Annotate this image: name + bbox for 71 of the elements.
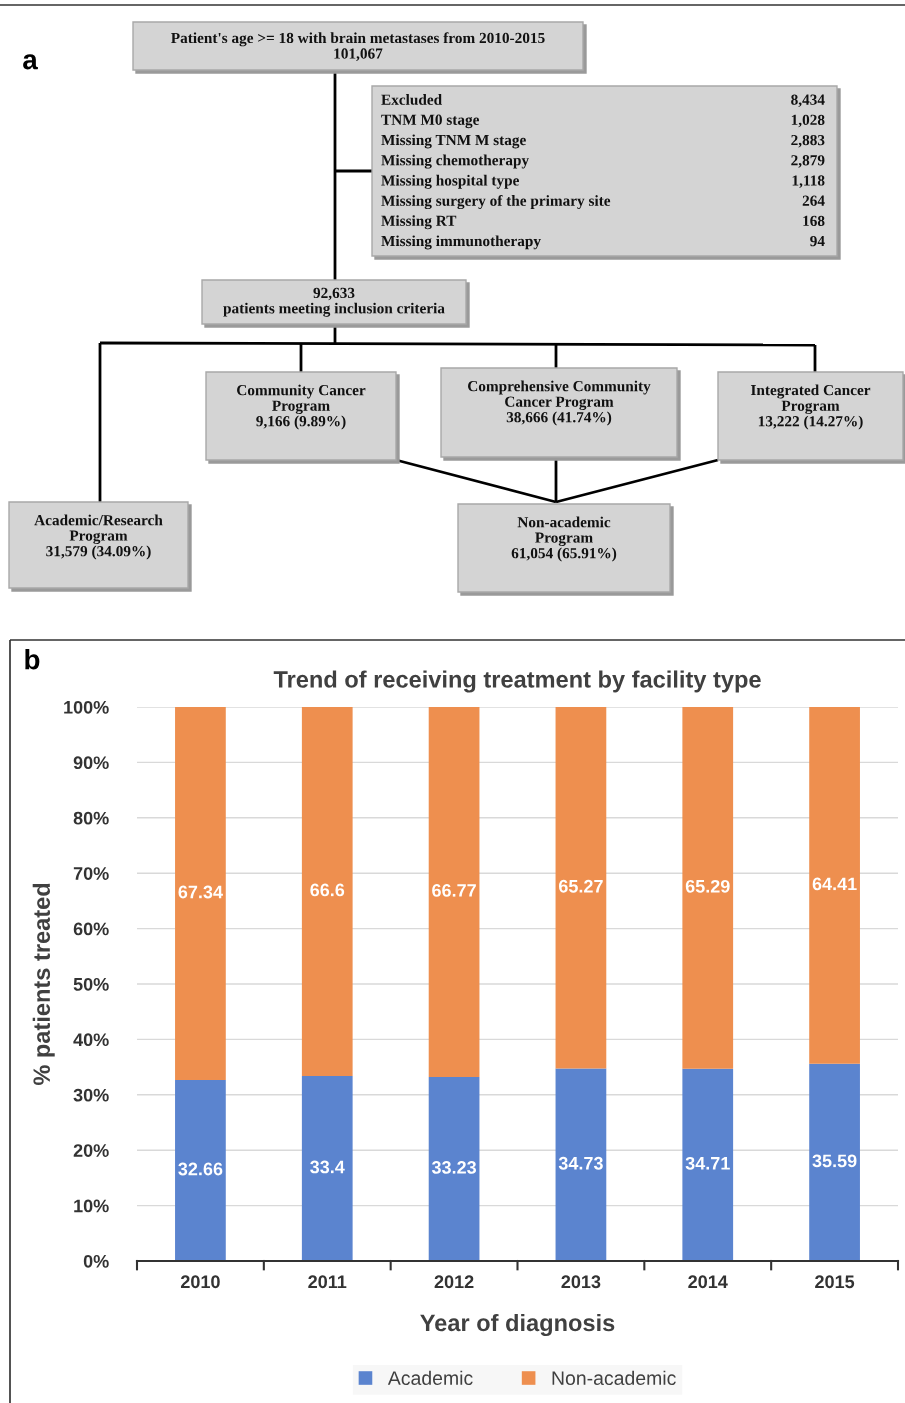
- text: Missing RT: [381, 215, 457, 230]
- data-label: 33.4: [310, 1160, 345, 1174]
- text: TNM M0 stage: [381, 114, 480, 129]
- data-label: 65.29: [685, 879, 730, 893]
- y-tick-label: 80%: [73, 811, 109, 825]
- text: Non-academic Program 61,054 (65.91%): [511, 516, 617, 562]
- text: Community Cancer Program 9,166 (9.89%): [237, 384, 366, 430]
- bar: [301, 707, 353, 1076]
- bar: [809, 1063, 860, 1261]
- text: 94: [810, 235, 825, 247]
- x-tick-label: 2015: [815, 1275, 855, 1289]
- text: Excluded: [381, 94, 442, 105]
- y-tick-label: 70%: [73, 867, 109, 880]
- text: Missing hospital type: [381, 174, 519, 189]
- legend-label: Academic: [387, 1370, 473, 1386]
- legend-label: Non-academic: [552, 1370, 676, 1386]
- text: 1,118: [792, 175, 825, 188]
- data-label: 35.59: [812, 1154, 857, 1168]
- y-axis-title: % patients treated: [32, 883, 55, 1086]
- bar: [301, 1075, 353, 1261]
- x-tick-label: 2014: [688, 1275, 728, 1289]
- y-tick-label: 90%: [73, 756, 109, 770]
- bar: [682, 1068, 734, 1261]
- data-label: 67.34: [178, 885, 223, 899]
- x-axis-title: Year of diagnosis: [420, 1313, 615, 1337]
- text: Missing TNM M stage: [381, 134, 526, 149]
- data-label: 33.23: [431, 1161, 477, 1174]
- text: Integrated Cancer Program 13,222 (14.27%): [750, 384, 871, 430]
- data-label: 34.73: [558, 1156, 603, 1170]
- text: Comprehensive Community Cancer Program 38,666 (41.74%): [468, 380, 651, 426]
- y-tick-label: 60%: [73, 922, 109, 936]
- text: a: [23, 54, 38, 70]
- bar: [428, 707, 480, 1077]
- text: 264: [802, 195, 825, 206]
- text: 1,028: [791, 114, 825, 128]
- y-tick-label: 0%: [83, 1254, 109, 1268]
- bar: [809, 707, 860, 1064]
- bar: [175, 1080, 226, 1261]
- y-tick-label: 20%: [73, 1144, 109, 1157]
- text: 168: [803, 215, 825, 227]
- y-tick-label: 10%: [74, 1199, 109, 1213]
- text: Patient's age >= 18 with brain metastases from 2010-2015 101,067: [171, 32, 545, 61]
- bar: [175, 707, 226, 1081]
- data-label: 66.6: [310, 883, 345, 897]
- text: 92,633 patients meeting inclusion criteria: [223, 287, 445, 317]
- data-label: 65.27: [558, 879, 603, 893]
- data-label: 64.41: [812, 877, 857, 891]
- text: Missing immunotherapy: [381, 235, 541, 250]
- text: Missing chemotherapy: [381, 154, 529, 169]
- text: 8,434: [791, 94, 825, 108]
- x-tick-label: 2010: [180, 1275, 220, 1289]
- x-tick-label: 2013: [561, 1275, 601, 1289]
- y-tick-label: 30%: [73, 1088, 109, 1102]
- y-tick-label: 50%: [73, 977, 109, 991]
- text: 2,879: [791, 155, 825, 168]
- data-label: 66.77: [432, 884, 476, 897]
- text: 2,883: [791, 134, 825, 148]
- bar: [555, 707, 607, 1069]
- text: Academic/Research Program 31,579 (34.09%): [34, 514, 163, 560]
- y-tick-label: 100%: [64, 700, 109, 714]
- data-label: 34.71: [685, 1156, 730, 1170]
- bar: [428, 1076, 480, 1261]
- data-label: 32.66: [178, 1162, 223, 1176]
- text: b: [25, 649, 40, 670]
- bar: [682, 707, 734, 1069]
- x-tick-label: 2011: [308, 1275, 347, 1289]
- bar: [555, 1068, 607, 1261]
- y-tick-label: 40%: [73, 1033, 109, 1047]
- text: Missing surgery of the primary site: [381, 194, 611, 210]
- x-tick-label: 2012: [434, 1275, 474, 1289]
- chart-title: Trend of receiving treatment by facility type: [273, 670, 761, 693]
